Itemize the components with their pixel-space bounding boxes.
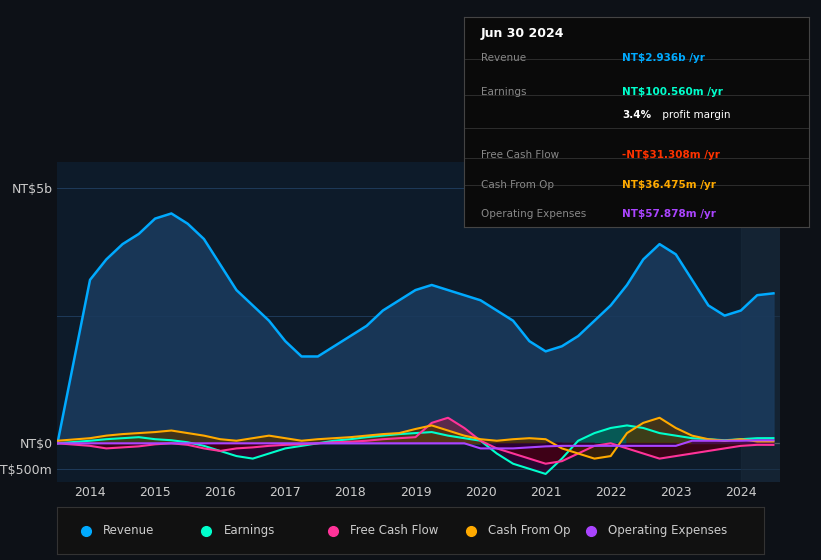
Text: NT$100.560m /yr: NT$100.560m /yr: [622, 87, 723, 97]
Text: profit margin: profit margin: [658, 110, 730, 120]
Text: NT$57.878m /yr: NT$57.878m /yr: [622, 209, 717, 219]
Text: Operating Expenses: Operating Expenses: [608, 524, 727, 537]
Text: Cash From Op: Cash From Op: [488, 524, 571, 537]
Text: NT$36.475m /yr: NT$36.475m /yr: [622, 180, 717, 189]
Text: NT$2.936b /yr: NT$2.936b /yr: [622, 53, 705, 63]
Text: Earnings: Earnings: [481, 87, 526, 97]
Text: Free Cash Flow: Free Cash Flow: [351, 524, 439, 537]
Text: Revenue: Revenue: [481, 53, 526, 63]
Text: Free Cash Flow: Free Cash Flow: [481, 150, 559, 160]
Text: Earnings: Earnings: [223, 524, 275, 537]
Text: Cash From Op: Cash From Op: [481, 180, 554, 189]
Text: 3.4%: 3.4%: [622, 110, 652, 120]
Text: Jun 30 2024: Jun 30 2024: [481, 27, 565, 40]
Text: Revenue: Revenue: [103, 524, 154, 537]
Bar: [741, 162, 780, 482]
Text: -NT$31.308m /yr: -NT$31.308m /yr: [622, 150, 720, 160]
Text: Operating Expenses: Operating Expenses: [481, 209, 586, 219]
